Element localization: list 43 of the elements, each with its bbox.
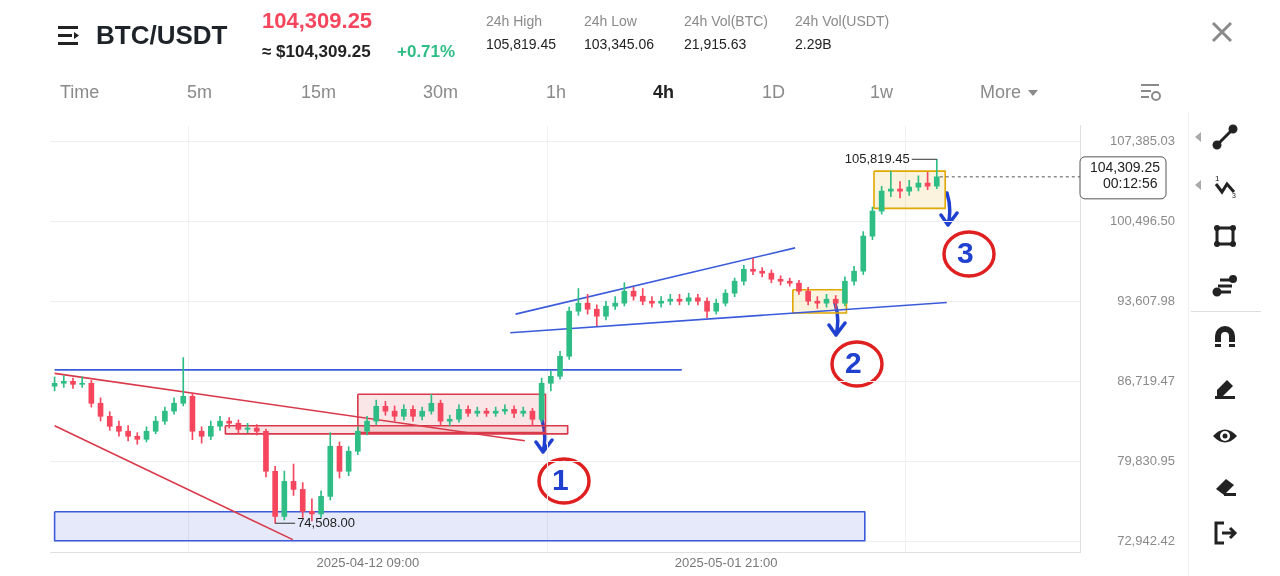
text: 103,345.06 xyxy=(584,36,655,52)
text: 24h Low xyxy=(584,13,637,29)
chart-subtitle: 104,309.25 xyxy=(262,8,373,34)
candlestick xyxy=(750,257,756,275)
text: 15m xyxy=(301,82,337,102)
chart-title: BTC/USDT xyxy=(96,20,228,51)
annotation: 74,508.00 xyxy=(297,514,355,530)
y-tick-label: 79,830.95 xyxy=(1117,452,1175,468)
text: 24h High xyxy=(486,13,543,29)
text: 24h Vol(USDT) xyxy=(795,13,890,29)
candlestick xyxy=(180,357,187,407)
text: ≈ $104,309.25 xyxy=(262,42,371,61)
candlestick xyxy=(60,375,67,388)
text: 1D xyxy=(762,82,786,102)
x-tick-label: 2025-04-12 09:00 xyxy=(316,554,420,570)
text: 105,819.45 xyxy=(486,36,557,52)
text: 30m xyxy=(423,82,459,102)
candlestick xyxy=(612,296,618,310)
text: 4h xyxy=(653,82,675,102)
y-tick-label: 93,607.98 xyxy=(1117,292,1175,308)
annotation: 1 xyxy=(552,462,569,498)
annotation: 105,819.45 xyxy=(844,150,910,166)
y-tick-label: 107,385.03 xyxy=(1109,132,1175,148)
candlestick xyxy=(134,432,141,445)
text: 21,915.63 xyxy=(684,36,747,52)
text: More xyxy=(980,82,1022,102)
y-tick-label: 72,942.42 xyxy=(1117,533,1175,549)
text: 24h Vol(BTC) xyxy=(684,13,769,29)
annotation: 2 xyxy=(845,345,862,381)
y-tick-label: 100,496.50 xyxy=(1109,212,1175,228)
annotation: 3 xyxy=(957,235,974,271)
text: 00:12:56 xyxy=(1103,175,1158,191)
x-tick-label: 2025-05-01 21:00 xyxy=(674,554,778,570)
text: 1w xyxy=(870,82,894,102)
text: 1h xyxy=(546,82,567,102)
y-tick-label: 86,719.47 xyxy=(1117,372,1175,388)
candlestick xyxy=(79,376,85,388)
text: Time xyxy=(60,82,100,102)
text: 5m xyxy=(187,82,213,102)
ref-line-label: 104,309.25 xyxy=(1089,158,1161,175)
candlestick xyxy=(906,180,913,196)
text: +0.71% xyxy=(397,42,456,61)
text: 2.29B xyxy=(795,36,832,52)
